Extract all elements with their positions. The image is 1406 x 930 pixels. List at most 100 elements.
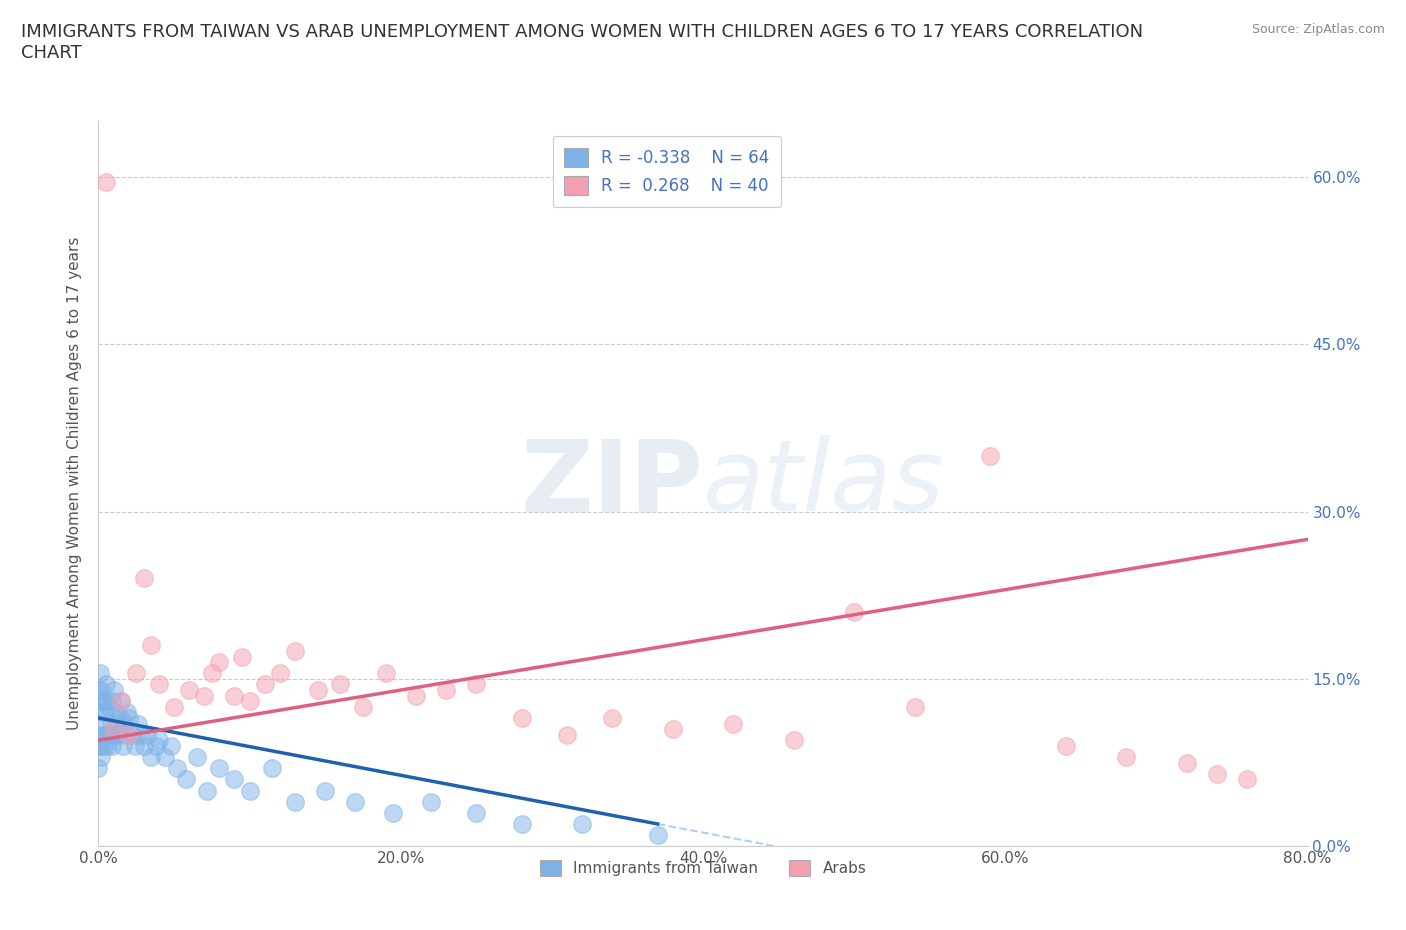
Point bbox=[783, 733, 806, 748]
Point bbox=[510, 817, 533, 831]
Point bbox=[101, 694, 124, 709]
Point bbox=[465, 677, 488, 692]
Point bbox=[179, 683, 201, 698]
Point bbox=[904, 699, 927, 714]
Point bbox=[132, 571, 155, 586]
Point bbox=[114, 727, 136, 742]
Point bbox=[141, 638, 163, 653]
Point bbox=[103, 727, 125, 742]
Point bbox=[153, 750, 176, 764]
Point bbox=[118, 711, 141, 725]
Point bbox=[382, 805, 405, 820]
Point bbox=[1236, 772, 1258, 787]
Point bbox=[239, 694, 262, 709]
Point bbox=[253, 677, 276, 692]
Point bbox=[979, 448, 1001, 463]
Point bbox=[101, 738, 124, 753]
Point bbox=[98, 727, 121, 742]
Point bbox=[314, 783, 336, 798]
Point bbox=[1206, 766, 1229, 781]
Point bbox=[661, 722, 683, 737]
Point bbox=[239, 783, 262, 798]
Y-axis label: Unemployment Among Women with Children Ages 6 to 17 years: Unemployment Among Women with Children A… bbox=[67, 237, 83, 730]
Point bbox=[405, 688, 427, 703]
Point bbox=[110, 694, 132, 709]
Point bbox=[224, 772, 246, 787]
Point bbox=[118, 727, 141, 742]
Point bbox=[201, 666, 224, 681]
Point bbox=[195, 783, 218, 798]
Point bbox=[571, 817, 593, 831]
Point bbox=[104, 705, 127, 720]
Point bbox=[94, 727, 117, 742]
Point bbox=[434, 683, 457, 698]
Point bbox=[94, 677, 117, 692]
Point bbox=[1115, 750, 1137, 764]
Point bbox=[91, 727, 114, 742]
Point bbox=[124, 738, 146, 753]
Point bbox=[329, 677, 352, 692]
Point bbox=[647, 828, 669, 843]
Point bbox=[89, 738, 111, 753]
Point bbox=[269, 666, 291, 681]
Point bbox=[224, 688, 246, 703]
Point bbox=[108, 711, 131, 725]
Point bbox=[87, 683, 110, 698]
Point bbox=[127, 716, 149, 731]
Point bbox=[555, 727, 578, 742]
Point bbox=[115, 705, 138, 720]
Point bbox=[111, 738, 134, 753]
Point bbox=[307, 683, 329, 698]
Point bbox=[231, 649, 253, 664]
Point bbox=[105, 716, 128, 731]
Point bbox=[374, 666, 396, 681]
Point bbox=[89, 666, 111, 681]
Point bbox=[93, 738, 115, 753]
Point bbox=[723, 716, 745, 731]
Point bbox=[112, 716, 135, 731]
Point bbox=[87, 727, 110, 742]
Point bbox=[166, 761, 188, 776]
Point bbox=[844, 604, 866, 619]
Point bbox=[160, 738, 183, 753]
Point bbox=[87, 738, 110, 753]
Point bbox=[98, 699, 121, 714]
Point bbox=[96, 694, 118, 709]
Point bbox=[208, 761, 231, 776]
Point bbox=[344, 794, 367, 809]
Point bbox=[262, 761, 284, 776]
Point bbox=[110, 694, 132, 709]
Point bbox=[103, 683, 125, 698]
Point bbox=[602, 711, 624, 725]
Point bbox=[90, 750, 112, 764]
Point bbox=[132, 738, 155, 753]
Point bbox=[107, 727, 129, 742]
Point bbox=[141, 750, 163, 764]
Point bbox=[1175, 755, 1198, 770]
Point bbox=[87, 705, 110, 720]
Point bbox=[174, 772, 197, 787]
Point bbox=[87, 761, 110, 776]
Point bbox=[125, 666, 148, 681]
Point bbox=[93, 705, 115, 720]
Point bbox=[284, 644, 307, 658]
Point bbox=[135, 727, 157, 742]
Point bbox=[186, 750, 208, 764]
Point bbox=[163, 699, 186, 714]
Point bbox=[94, 175, 117, 190]
Point bbox=[90, 716, 112, 731]
Text: IMMIGRANTS FROM TAIWAN VS ARAB UNEMPLOYMENT AMONG WOMEN WITH CHILDREN AGES 6 TO : IMMIGRANTS FROM TAIWAN VS ARAB UNEMPLOYM… bbox=[21, 23, 1143, 62]
Point bbox=[90, 683, 112, 698]
Point bbox=[352, 699, 374, 714]
Point bbox=[129, 727, 152, 742]
Point bbox=[420, 794, 443, 809]
Text: atlas: atlas bbox=[703, 435, 945, 532]
Text: ZIP: ZIP bbox=[520, 435, 703, 532]
Text: Source: ZipAtlas.com: Source: ZipAtlas.com bbox=[1251, 23, 1385, 36]
Point bbox=[465, 805, 488, 820]
Point bbox=[89, 694, 111, 709]
Point bbox=[145, 738, 167, 753]
Point bbox=[284, 794, 307, 809]
Point bbox=[91, 694, 114, 709]
Point bbox=[96, 738, 118, 753]
